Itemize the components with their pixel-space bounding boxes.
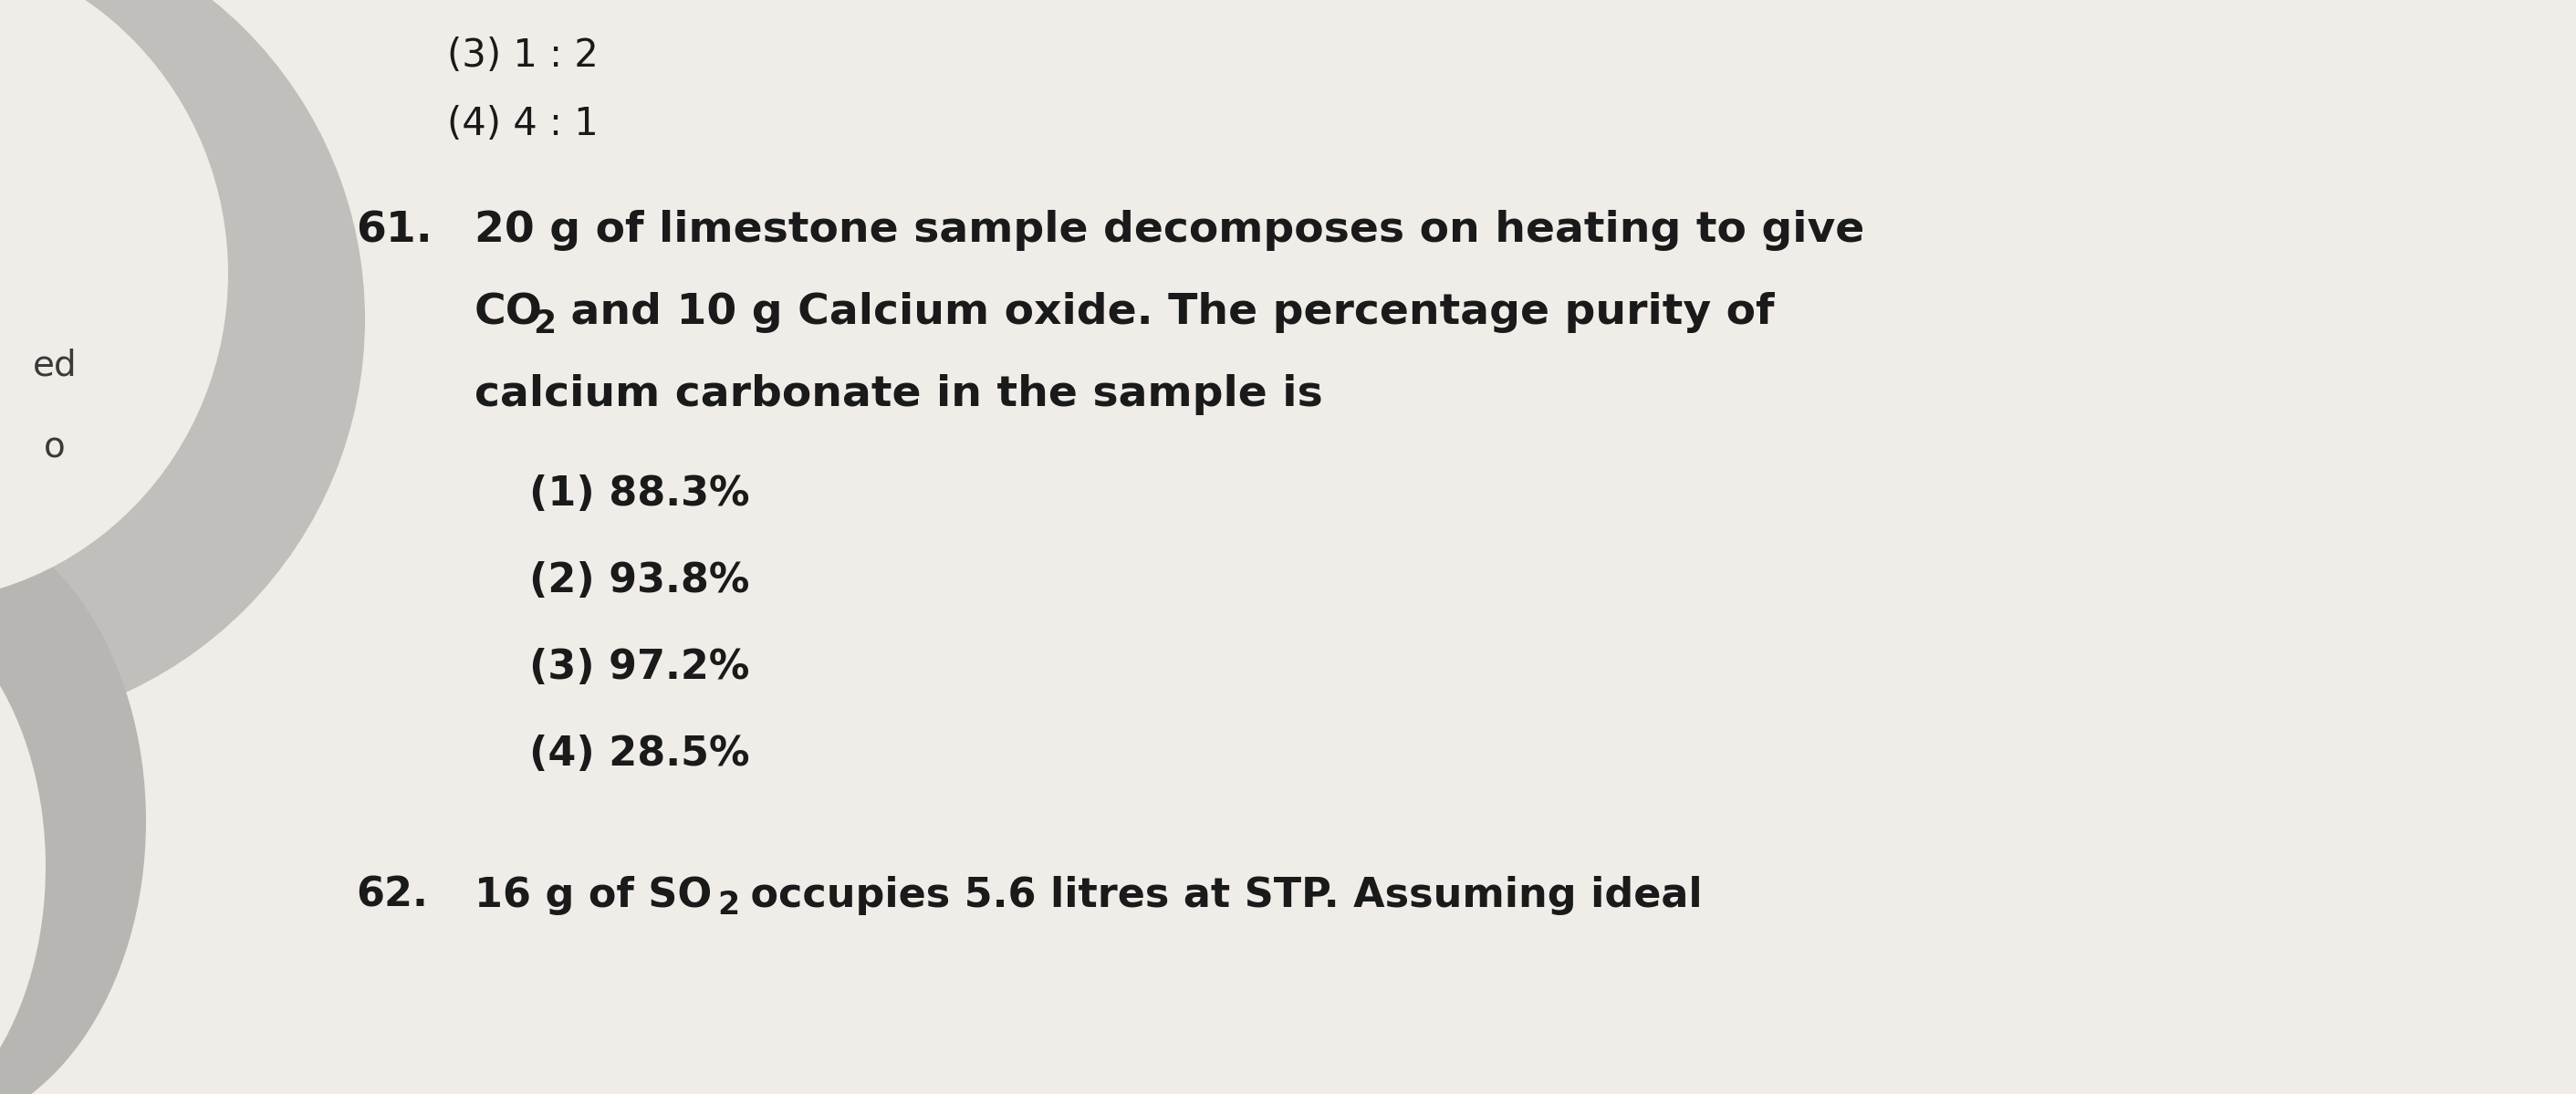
Text: 61.: 61. <box>355 210 433 251</box>
Text: 62.: 62. <box>355 876 428 916</box>
Text: 2: 2 <box>719 889 739 921</box>
Text: ed: ed <box>33 348 77 382</box>
Text: and 10 g Calcium oxide. The percentage purity of: and 10 g Calcium oxide. The percentage p… <box>556 292 1775 333</box>
Text: (3) 1 : 2: (3) 1 : 2 <box>448 36 598 74</box>
Ellipse shape <box>0 593 46 1094</box>
Text: occupies 5.6 litres at STP. Assuming ideal: occupies 5.6 litres at STP. Assuming ide… <box>737 876 1703 916</box>
Ellipse shape <box>0 511 147 1094</box>
Ellipse shape <box>0 0 229 602</box>
Text: 16 g of SO: 16 g of SO <box>474 876 711 916</box>
Text: 20 g of limestone sample decomposes on heating to give: 20 g of limestone sample decomposes on h… <box>474 210 1865 251</box>
Text: (4) 4 : 1: (4) 4 : 1 <box>448 105 598 143</box>
Ellipse shape <box>0 0 366 730</box>
Text: (1) 88.3%: (1) 88.3% <box>528 475 750 514</box>
Text: (2) 93.8%: (2) 93.8% <box>528 561 750 601</box>
Text: calcium carbonate in the sample is: calcium carbonate in the sample is <box>474 374 1324 415</box>
Text: (4) 28.5%: (4) 28.5% <box>528 734 750 773</box>
Text: (3) 97.2%: (3) 97.2% <box>528 648 750 687</box>
Text: CO: CO <box>474 292 544 333</box>
Text: o: o <box>44 430 64 465</box>
Text: 2: 2 <box>533 309 556 339</box>
